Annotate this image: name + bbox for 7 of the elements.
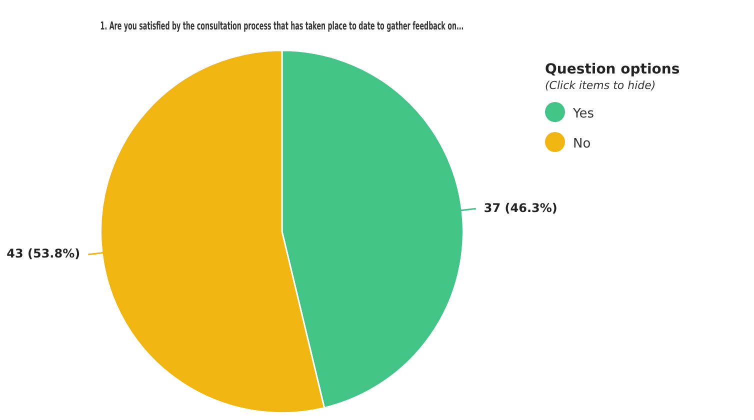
legend-title: Question options: [545, 62, 680, 78]
legend-label: Yes: [572, 106, 594, 122]
text: (Click items to hide): [545, 78, 656, 92]
data-label: 43 (53.8%): [6, 246, 80, 261]
legend-label: No: [573, 136, 591, 152]
chart-title: 1. Are you satisfied by the consultation process that has taken place to date to gather feedback on...: [100, 20, 464, 34]
data-label: 37 (46.3%): [484, 200, 558, 215]
